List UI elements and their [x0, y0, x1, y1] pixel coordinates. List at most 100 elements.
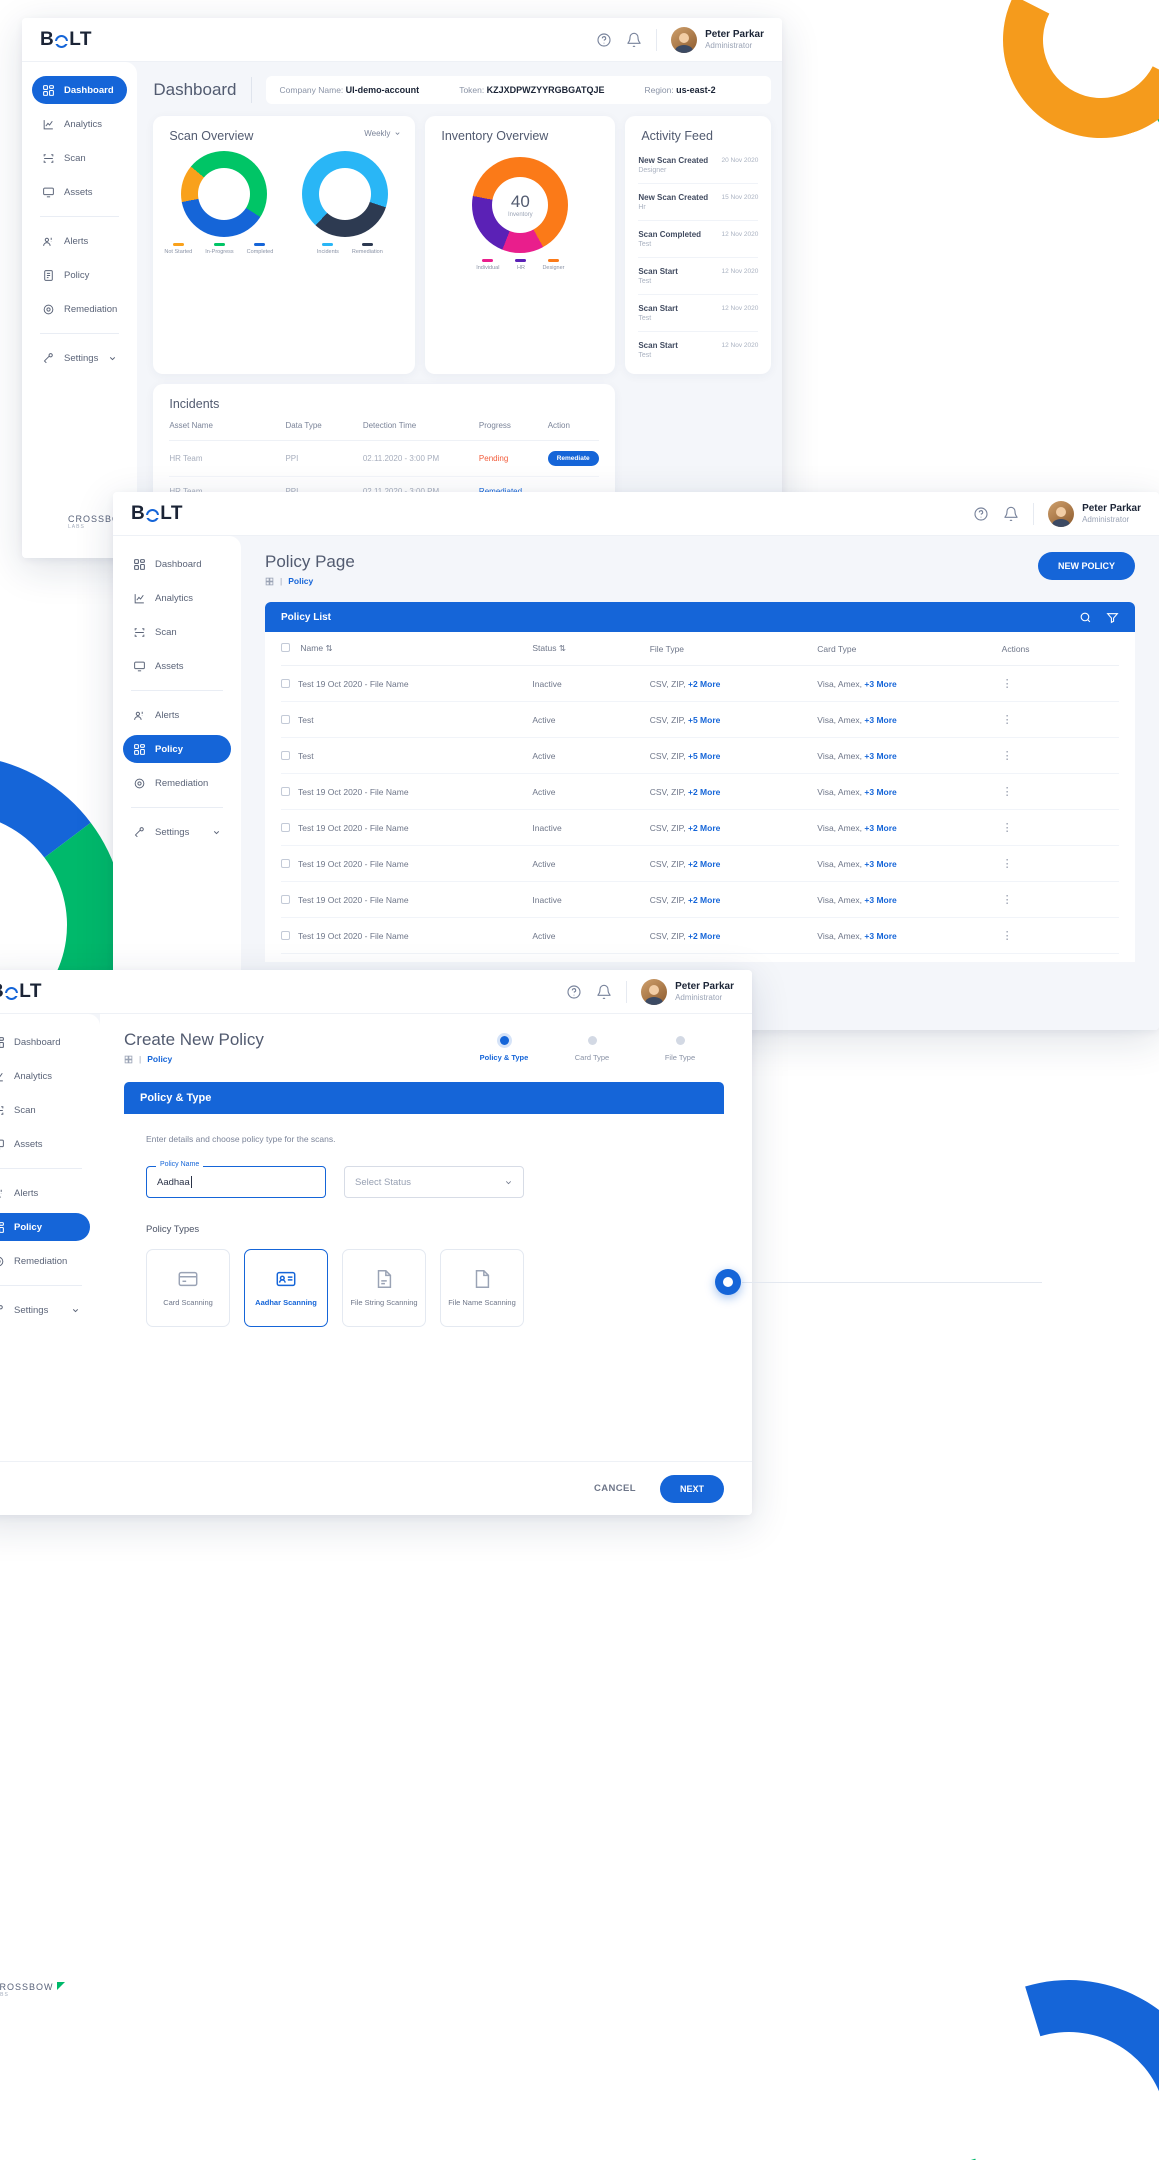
help-circle-icon[interactable] [596, 32, 612, 48]
list-item[interactable]: Scan Start Test 12 Nov 2020 [638, 332, 758, 368]
sidebar-item-assets[interactable]: Assets [0, 1130, 90, 1158]
file-type-more-link[interactable]: +2 More [688, 786, 721, 797]
sidebar-item-remediation[interactable]: Remediation [123, 769, 231, 797]
row-menu-icon[interactable]: ⋮ [1001, 858, 1014, 870]
policy-type-aadhar-scanning[interactable]: Aadhar Scanning [244, 1249, 328, 1327]
bell-icon[interactable] [1003, 506, 1019, 522]
card-type-more-link[interactable]: +3 More [864, 750, 897, 761]
cancel-button[interactable]: CANCEL [594, 1483, 636, 1494]
sidebar-item-alerts[interactable]: Alerts [123, 701, 231, 729]
status-select[interactable]: Select Status [344, 1166, 524, 1198]
step-policy-type[interactable]: Policy & Type [460, 1036, 548, 1062]
row-checkbox[interactable] [281, 750, 290, 760]
row-menu-icon[interactable]: ⋮ [1001, 822, 1014, 834]
row-menu-icon[interactable]: ⋮ [1001, 750, 1014, 762]
sidebar-item-analytics[interactable]: Analytics [32, 110, 127, 138]
file-type-more-link[interactable]: +2 More [688, 930, 721, 941]
card-type-more-link[interactable]: +3 More [864, 678, 897, 689]
sidebar-item-remediation[interactable]: Remediation [0, 1247, 90, 1275]
card-type-more-link[interactable]: +3 More [864, 930, 897, 941]
file-type-more-link[interactable]: +2 More [688, 822, 721, 833]
card-type-more-link[interactable]: +3 More [864, 894, 897, 905]
search-icon[interactable] [1079, 611, 1092, 624]
table-row[interactable]: Test 19 Oct 2020 - File Name Active CSV, Z… [281, 917, 1119, 954]
list-item[interactable]: Scan Start Test 12 Nov 2020 [638, 258, 759, 295]
user-menu[interactable]: Peter Parkar Administrator [641, 978, 734, 1005]
policy-type-card-scanning[interactable]: Card Scanning [146, 1249, 230, 1327]
sidebar-item-dashboard[interactable]: Dashboard [32, 76, 128, 104]
sidebar-item-dashboard[interactable]: Dashboard [123, 550, 231, 578]
sidebar-item-scan[interactable]: Scan [0, 1096, 90, 1124]
row-menu-icon[interactable]: ⋮ [1001, 894, 1014, 906]
list-item[interactable]: Scan Completed Test 12 Nov 2020 [638, 221, 759, 258]
sidebar-item-assets[interactable]: Assets [123, 652, 231, 680]
callout-dot[interactable] [715, 1269, 741, 1295]
row-menu-icon[interactable]: ⋮ [1001, 714, 1014, 726]
help-circle-icon[interactable] [973, 506, 989, 522]
table-row[interactable]: Test 19 Oct 2020 - File Name Inactive CSV,… [281, 881, 1119, 918]
row-checkbox[interactable] [281, 678, 290, 688]
column-header-status[interactable]: Status [532, 643, 557, 653]
card-type-more-link[interactable]: +3 More [864, 858, 897, 869]
next-button[interactable]: NEXT [659, 1474, 724, 1503]
sidebar-item-policy[interactable]: Policy [32, 261, 127, 289]
table-row[interactable]: Test 19 Oct 2020 - File Name Active CSV, Z… [281, 845, 1119, 882]
file-type-more-link[interactable]: +2 More [688, 678, 721, 689]
policy-name-input[interactable]: Policy Name Aadhaa [146, 1161, 326, 1198]
row-menu-icon[interactable]: ⋮ [1001, 786, 1014, 798]
table-row[interactable]: Test Active CSV, ZIP, +5 More Visa, Amex, +… [281, 701, 1119, 738]
step-file-type[interactable]: File Type [636, 1036, 724, 1062]
card-type-more-link[interactable]: +3 More [864, 714, 897, 725]
column-header-name[interactable]: Name [300, 643, 324, 653]
grid-icon[interactable] [124, 1055, 133, 1064]
row-checkbox[interactable] [281, 894, 290, 904]
range-selector[interactable]: Weekly [364, 129, 401, 138]
step-card-type[interactable]: Card Type [548, 1036, 636, 1062]
list-item[interactable]: New Scan Created Hr 15 Nov 2020 [638, 184, 759, 221]
card-type-more-link[interactable]: +3 More [864, 786, 897, 797]
row-checkbox[interactable] [281, 714, 290, 724]
sidebar-item-analytics[interactable]: Analytics [0, 1062, 90, 1090]
row-checkbox[interactable] [281, 930, 290, 940]
new-policy-button[interactable]: NEW POLICY [1037, 552, 1135, 580]
list-item[interactable]: New Scan Created Designer 20 Nov 2020 [638, 147, 759, 184]
sidebar-item-assets[interactable]: Assets [32, 178, 127, 206]
sidebar-item-settings[interactable]: Settings [123, 818, 231, 846]
filter-icon[interactable] [1106, 611, 1119, 624]
file-type-more-link[interactable]: +5 More [688, 750, 721, 761]
table-row[interactable]: Test 19 Oct 2020 - File Name Inactive CSV,… [281, 665, 1119, 702]
sidebar-item-settings[interactable]: Settings [0, 1296, 90, 1324]
table-row[interactable]: Test 19 Oct 2020 - File Name Active CSV, Z… [281, 773, 1119, 810]
bell-icon[interactable] [626, 32, 642, 48]
row-checkbox[interactable] [281, 786, 290, 796]
file-type-more-link[interactable]: +2 More [688, 858, 721, 869]
sidebar-item-remediation[interactable]: Remediation [32, 295, 127, 323]
row-menu-icon[interactable]: ⋮ [1001, 678, 1014, 690]
sidebar-item-policy[interactable]: Policy [0, 1213, 90, 1241]
row-checkbox[interactable] [281, 822, 290, 832]
sidebar-item-alerts[interactable]: Alerts [0, 1179, 90, 1207]
policy-type-file-name-scanning[interactable]: File Name Scanning [440, 1249, 524, 1327]
file-type-more-link[interactable]: +2 More [688, 894, 721, 905]
breadcrumb-current[interactable]: Policy [288, 576, 314, 586]
user-menu[interactable]: Peter Parkar Administrator [1048, 500, 1141, 527]
sidebar-item-alerts[interactable]: Alerts [32, 227, 127, 255]
table-row[interactable]: Test Active CSV, ZIP, +5 More Visa, Amex, +… [281, 737, 1119, 774]
row-menu-icon[interactable]: ⋮ [1001, 930, 1014, 942]
remediate-button[interactable]: Remediate [547, 451, 599, 466]
policy-type-file-string-scanning[interactable]: File String Scanning [342, 1249, 426, 1327]
sidebar-item-analytics[interactable]: Analytics [123, 584, 231, 612]
sidebar-item-dashboard[interactable]: Dashboard [0, 1028, 90, 1056]
sort-icon[interactable]: ⇅ [556, 643, 566, 653]
sidebar-item-policy[interactable]: Policy [123, 735, 231, 763]
list-item[interactable]: Scan Start Test 12 Nov 2020 [638, 295, 759, 332]
file-type-more-link[interactable]: +5 More [688, 714, 721, 725]
table-row[interactable]: Test 19 Oct 2020 - File Name Inactive CSV,… [281, 809, 1119, 846]
sort-icon[interactable]: ⇅ [325, 643, 333, 653]
select-all-checkbox[interactable] [281, 643, 290, 652]
row-checkbox[interactable] [281, 858, 290, 868]
card-type-more-link[interactable]: +3 More [864, 822, 897, 833]
sidebar-item-scan[interactable]: Scan [32, 144, 127, 172]
grid-icon[interactable] [265, 577, 274, 586]
user-menu[interactable]: Peter Parkar Administrator [671, 26, 764, 53]
